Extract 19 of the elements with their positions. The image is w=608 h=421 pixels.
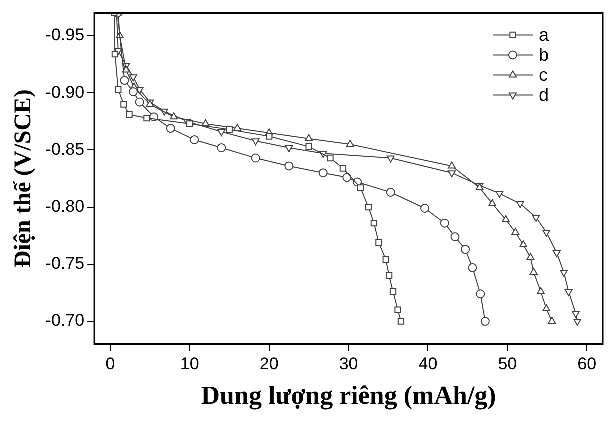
y-tick-label: -0.85 [46,140,85,159]
y-tick-label: -0.80 [46,197,85,216]
x-tick-label: 40 [418,354,438,374]
x-axis-title: Dung lượng riêng (mAh/g) [201,381,496,410]
y-tick-label: -0.75 [46,254,85,274]
x-tick-label: 20 [260,354,279,374]
x-tick-label: 30 [339,354,358,374]
y-tick-label: -0.90 [46,82,85,102]
legend-label: a [539,25,550,46]
y-tick-label: -0.70 [46,311,85,330]
x-tick-label: 60 [578,354,597,374]
legend-label: b [539,45,550,66]
x-tick-label: 50 [498,354,518,374]
legend-label: c [539,65,548,86]
y-tick-label: -0.95 [46,26,85,45]
y-axis-title: Điện thế (V/SCE) [10,89,37,268]
x-tick-label: 10 [180,354,200,374]
x-tick-label: 0 [106,354,116,374]
legend-label: d [539,85,550,106]
